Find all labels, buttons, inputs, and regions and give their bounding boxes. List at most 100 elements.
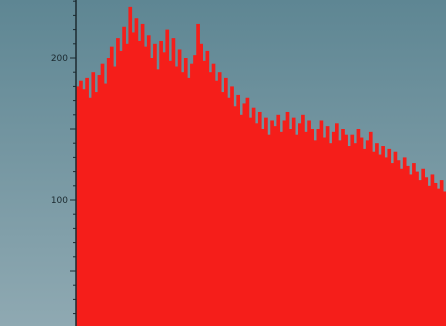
histogram-bar <box>399 168 404 326</box>
histogram-bar <box>285 111 290 326</box>
histogram-bar <box>156 69 160 326</box>
histogram-bar <box>82 89 86 326</box>
histogram-bar <box>168 60 173 326</box>
histogram-bar <box>162 52 167 326</box>
histogram-bar <box>187 77 191 326</box>
histogram-bar <box>301 114 305 326</box>
histogram-bar <box>362 148 367 326</box>
histogram-bar <box>91 72 96 326</box>
histogram-bar <box>415 171 419 326</box>
histogram-bar <box>251 107 256 326</box>
histogram-area <box>76 6 446 326</box>
histogram-bar <box>381 146 385 326</box>
histogram-bar <box>328 143 333 326</box>
histogram-bar <box>143 46 148 326</box>
histogram-bar <box>291 117 296 326</box>
histogram-bar <box>396 160 401 326</box>
histogram-bar <box>109 46 114 326</box>
histogram-bar <box>365 140 370 326</box>
histogram-bar <box>122 26 126 326</box>
histogram-bar <box>103 83 108 326</box>
histogram-bar <box>113 66 117 326</box>
histogram-bar <box>242 103 247 326</box>
histogram-bar <box>94 92 99 326</box>
histogram-bar <box>294 134 299 326</box>
histogram-bar <box>372 151 376 326</box>
histogram-bar <box>390 163 395 326</box>
histogram-bar <box>412 163 416 326</box>
histogram-bar <box>402 157 407 326</box>
histogram-bar <box>279 131 284 326</box>
histogram-bar <box>214 80 219 326</box>
histogram-bar <box>298 123 302 326</box>
histogram-bar <box>180 72 185 326</box>
histogram-bar <box>183 58 188 326</box>
histogram-bar <box>100 63 105 326</box>
histogram-bar <box>439 180 444 326</box>
histogram-bar <box>131 32 136 326</box>
histogram-bar <box>211 63 216 326</box>
histogram-bar <box>233 106 237 326</box>
histogram-bar <box>177 49 182 326</box>
histogram-bar <box>424 177 429 326</box>
histogram-bar <box>257 111 262 326</box>
histogram-bar <box>387 148 392 326</box>
histogram-bar <box>430 174 435 326</box>
histogram-bar <box>304 131 308 326</box>
histogram-bar <box>341 129 345 326</box>
histogram-bar <box>325 126 330 326</box>
histogram-bar <box>433 182 438 326</box>
histogram-bar <box>134 18 139 326</box>
histogram-bar <box>344 134 348 326</box>
histogram-bar <box>230 86 234 326</box>
histogram-bar <box>116 38 120 326</box>
histogram-bar <box>316 129 321 326</box>
histogram-bar <box>153 43 157 326</box>
histogram-bar <box>227 97 231 326</box>
histogram-bar <box>254 123 259 326</box>
histogram-bar <box>384 157 389 326</box>
histogram-bar <box>245 97 250 326</box>
histogram-bar <box>405 165 410 326</box>
histogram-bar <box>273 126 278 326</box>
histogram-bar <box>248 117 253 326</box>
histogram-bar <box>276 114 281 326</box>
histogram-bar <box>159 40 163 326</box>
histogram-bar <box>190 63 194 326</box>
histogram-bar <box>307 120 311 326</box>
histogram-bar <box>338 140 342 326</box>
histogram-bar <box>270 120 274 326</box>
histogram-bar <box>310 129 315 326</box>
histogram-bar <box>347 146 352 326</box>
histogram-bar <box>76 86 80 326</box>
histogram-bar <box>356 129 361 326</box>
histogram-bar <box>220 92 225 326</box>
histogram-bar <box>196 23 200 326</box>
histogram-bar <box>239 114 244 326</box>
histogram-bar <box>174 66 179 326</box>
histogram-bar <box>442 191 446 326</box>
histogram-bar <box>106 58 111 326</box>
histogram-bar <box>319 120 324 326</box>
histogram-bar <box>119 50 123 326</box>
y-tick-label: 200 <box>51 54 68 64</box>
histogram-bar <box>236 94 241 326</box>
histogram-bar <box>267 134 271 326</box>
histogram-bar <box>282 120 287 326</box>
histogram-bar <box>368 131 373 326</box>
histogram-bar <box>375 143 379 326</box>
histogram-bar <box>79 80 83 326</box>
histogram-bar <box>288 129 293 326</box>
histogram-bar <box>353 143 358 326</box>
histogram-bar <box>322 137 327 326</box>
histogram-bar <box>125 43 130 326</box>
histogram-bar <box>150 58 154 326</box>
histogram-bar <box>393 151 398 326</box>
histogram-bar <box>264 117 268 326</box>
histogram-bar <box>202 60 207 326</box>
histogram-bar <box>171 38 176 326</box>
y-axis: 200 100 <box>51 0 77 326</box>
histogram-bar <box>128 6 133 326</box>
histogram-bar <box>261 129 265 326</box>
